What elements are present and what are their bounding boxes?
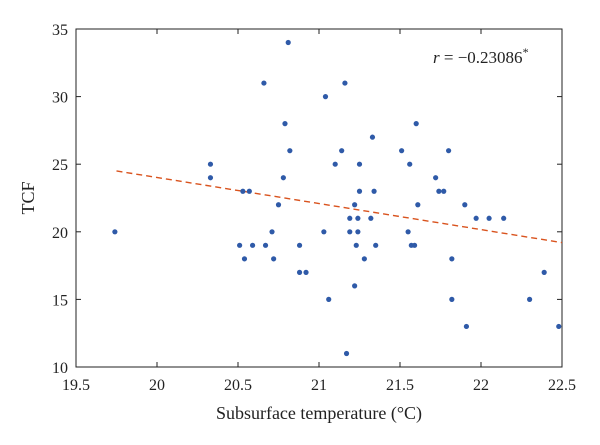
data-point <box>355 215 361 221</box>
data-point <box>332 161 338 167</box>
x-tick-label: 22.5 <box>548 377 576 394</box>
data-point <box>207 175 214 181</box>
data-point <box>433 175 439 181</box>
data-point <box>371 188 377 194</box>
data-point <box>275 202 282 208</box>
data-point <box>527 296 533 302</box>
trendline-group <box>116 170 563 244</box>
data-point <box>261 80 267 86</box>
data-point <box>287 148 293 154</box>
data-point <box>486 215 492 221</box>
y-tick-label: 20 <box>52 225 68 242</box>
data-point <box>343 350 350 357</box>
data-point <box>368 215 374 221</box>
data-point <box>271 256 277 262</box>
y-tick-label: 30 <box>52 90 68 107</box>
correlation-value: = −0.23086 <box>440 48 523 67</box>
data-point <box>237 242 243 248</box>
correlation-annotation: r = −0.23086* <box>433 45 529 67</box>
x-tick-label: 20 <box>149 377 165 394</box>
data-point <box>280 175 286 181</box>
data-point <box>296 269 303 275</box>
data-point <box>361 256 367 262</box>
x-tick-label: 22 <box>473 377 489 394</box>
data-point <box>339 148 345 154</box>
data-point <box>241 256 248 262</box>
data-point <box>296 242 303 248</box>
data-point <box>207 161 214 167</box>
data-point <box>303 269 309 275</box>
x-tick-label: 19.5 <box>62 377 90 394</box>
data-point <box>269 229 275 235</box>
data-point <box>407 161 413 167</box>
data-point <box>462 202 468 208</box>
x-tick-label: 20.5 <box>224 377 252 394</box>
data-point <box>347 229 353 235</box>
x-axis-title: Subsurface temperature (°C) <box>216 403 422 424</box>
data-point <box>463 323 470 330</box>
tick-marks <box>75 28 563 368</box>
data-point <box>449 256 455 262</box>
y-tick-label: 35 <box>52 22 68 39</box>
data-point <box>112 229 118 235</box>
x-tick-label: 21 <box>311 377 327 394</box>
data-point <box>436 188 442 194</box>
y-tick-label: 10 <box>52 360 68 377</box>
data-point <box>441 188 447 194</box>
data-point <box>262 242 269 248</box>
data-point <box>347 215 353 221</box>
data-point <box>399 148 405 154</box>
data-point <box>369 134 376 140</box>
data-point <box>541 269 547 275</box>
significance-marker: * <box>523 45 529 59</box>
data-point <box>405 229 411 235</box>
data-point <box>415 202 421 208</box>
data-point <box>342 80 348 86</box>
data-point <box>356 188 363 194</box>
y-tick-label: 25 <box>52 157 68 174</box>
data-point <box>326 296 332 302</box>
data-point <box>285 39 291 46</box>
y-axis-title: TCF <box>18 181 38 214</box>
data-point <box>352 202 358 208</box>
data-point <box>446 148 452 154</box>
data-point <box>322 94 329 100</box>
regression-trendline <box>116 170 563 244</box>
data-point <box>449 296 455 302</box>
data-point <box>373 242 379 248</box>
data-point <box>240 188 246 194</box>
data-point <box>321 229 327 235</box>
data-point <box>356 161 363 167</box>
correlation-r-symbol: r <box>433 48 440 67</box>
data-point <box>355 229 361 235</box>
data-point <box>249 242 256 248</box>
data-point <box>556 323 562 330</box>
data-point <box>282 121 288 127</box>
data-point <box>411 242 418 248</box>
x-tick-label: 21.5 <box>386 377 414 394</box>
y-tick-label: 15 <box>52 292 68 309</box>
data-points <box>112 39 562 357</box>
data-point <box>246 188 252 194</box>
tick-labels: 19.5 20 20.5 21 21.5 22 22.5 10 15 20 25 30 35 <box>52 22 576 394</box>
data-point <box>501 215 507 221</box>
data-point <box>352 283 358 289</box>
data-point <box>413 121 419 127</box>
data-point <box>473 215 479 221</box>
plot-frame <box>75 28 563 368</box>
data-point <box>353 242 359 248</box>
